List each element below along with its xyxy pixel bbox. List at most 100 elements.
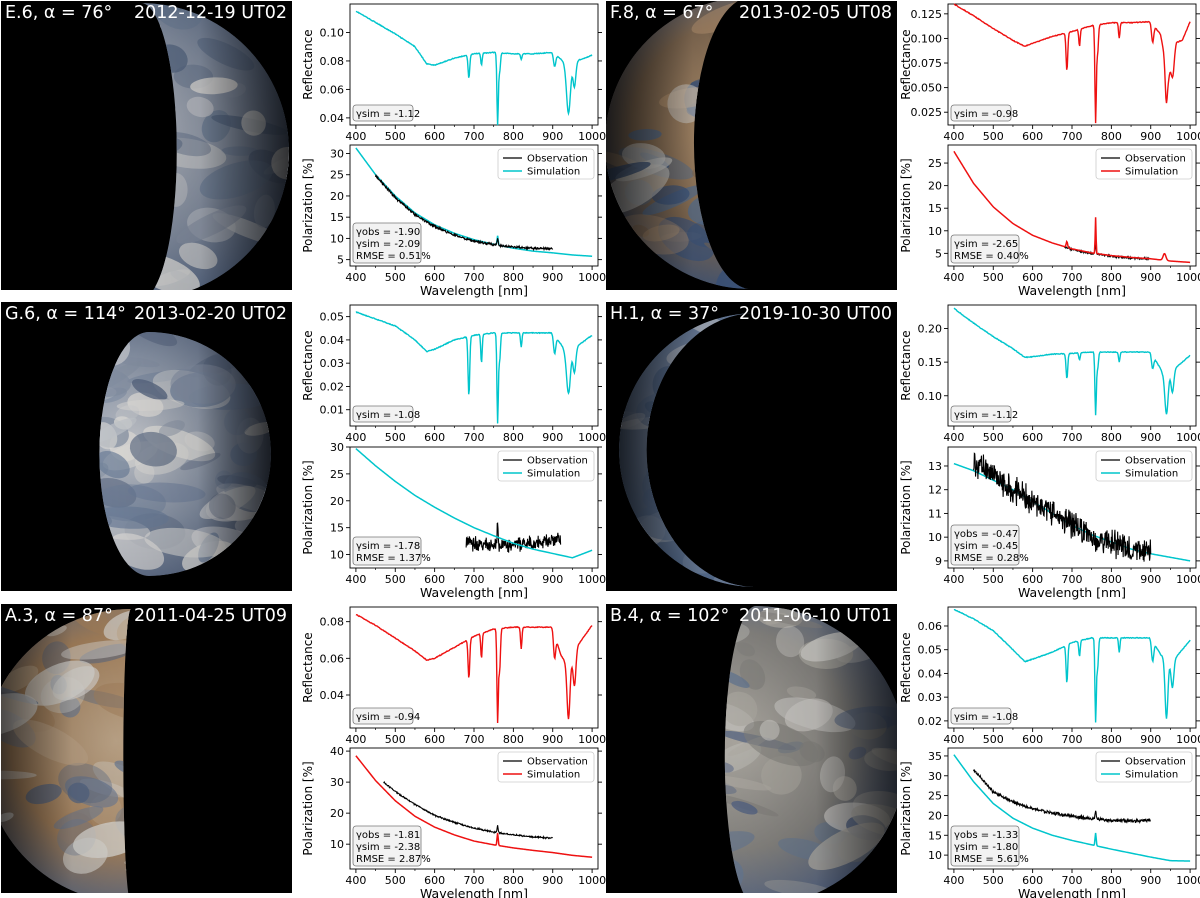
globe-feature [737, 501, 756, 524]
globe-feature [30, 115, 79, 130]
refl-B4-ytick-label: 0.02 [918, 715, 943, 728]
globe-lit-side [606, 606, 897, 893]
globe-feature [654, 495, 696, 512]
pol-A3-frame [349, 747, 599, 870]
globe-feature [145, 667, 179, 701]
pol-G6-xtick-label: 800 [503, 573, 524, 586]
pol-F8-stat-line: γsim = -2.65 [954, 239, 1018, 250]
pol-F8-ylabel: Polarization [%] [899, 158, 913, 252]
panel-date-B4: 2011-06-10 UT01 [738, 606, 892, 626]
pol-H1-legend-obs-label: Observation [1125, 456, 1186, 467]
refl-H1-ytick-label: 0.10 [918, 390, 943, 403]
globe-feature [691, 544, 756, 555]
globe-feature [690, 671, 725, 690]
pol-B4-legend-obs-label: Observation [1125, 757, 1186, 768]
globe-feature [851, 138, 895, 164]
pol-E6-stat-line: RMSE = 0.51% [356, 251, 431, 262]
globe-feature [665, 464, 725, 499]
refl-H1-ylabel: Reflectance [899, 330, 913, 400]
globe-feature [52, 179, 128, 226]
globe-feature [750, 372, 756, 404]
pol-E6-ytick-label: 5 [337, 254, 344, 267]
globe-feature [14, 425, 56, 458]
refl-A3-xtick-label: 500 [385, 733, 406, 746]
refl-F8-xtick-label: 400 [943, 130, 964, 143]
globe-terminator-shade [99, 332, 271, 576]
globe-feature [806, 242, 840, 260]
globe-feature [832, 82, 871, 122]
pol-F8-xtick-label: 800 [1101, 271, 1122, 284]
pol-B4-ytick-label: 20 [928, 809, 942, 822]
refl-B4-xtick-label: 700 [1062, 733, 1083, 746]
globe-feature [41, 431, 64, 451]
globe-feature [23, 502, 100, 568]
globe-feature [796, 362, 838, 386]
globe-feature [761, 387, 812, 439]
pol-E6-ytick-label: 30 [330, 147, 344, 160]
globe-feature [623, 820, 706, 873]
refl-gamma-box-A3 [352, 707, 414, 725]
globe-feature [141, 147, 146, 158]
globe-feature [129, 766, 131, 809]
pol-sim-series-E6 [355, 147, 593, 257]
pol-E6-xtick-label: 500 [385, 271, 406, 284]
pol-E6-xlabel: Wavelength [nm] [420, 283, 528, 298]
pol-F8-legend-obs-label: Observation [1125, 154, 1186, 165]
pol-G6-ytick-label: 20 [330, 495, 344, 508]
globe-feature [693, 511, 711, 525]
pol-A3-xtick-label: 900 [542, 874, 563, 887]
pol-A3-xlabel: Wavelength [nm] [420, 886, 528, 898]
pol-sim-series-B4 [953, 754, 1191, 862]
globe-feature [715, 50, 751, 81]
globe-image-E6: E.6, α = 76° 2012-12-19 UT02 [1, 1, 292, 290]
globe-feature [756, 505, 837, 528]
panel-label-G6: G.6, α = 114° [5, 304, 126, 324]
pol-G6-frame [349, 446, 599, 569]
pol-A3-xtick-label: 1000 [578, 874, 606, 887]
globe-feature [817, 328, 851, 372]
globe-feature [663, 495, 735, 524]
globe-feature [151, 733, 196, 768]
refl-B4-ytick-label: 0.05 [918, 644, 943, 657]
globe-feature [154, 752, 227, 814]
globe-feature [724, 867, 732, 893]
pol-A3-xtick-label: 700 [464, 874, 485, 887]
pol-H1-frame [947, 446, 1197, 569]
globe-feature [39, 234, 111, 266]
globe-feature [701, 527, 755, 553]
refl-E6-xtick-label: 900 [542, 130, 563, 143]
globe-feature [844, 103, 867, 134]
pol-B4-ytick-label: 10 [928, 849, 942, 862]
refl-gamma-A3: γsim = -0.94 [356, 712, 420, 723]
pol-obs-series-F8 [1063, 244, 1151, 262]
globe-feature [707, 181, 734, 218]
globe-feature [786, 242, 831, 283]
pol-H1-xtick-label: 500 [983, 573, 1004, 586]
refl-E6-xtick-label: 600 [424, 130, 445, 143]
pol-H1-ytick-label: 10 [928, 531, 942, 544]
refl-gamma-B4: γsim = -1.08 [954, 712, 1018, 723]
panel-label-A3: A.3, α = 87° [5, 606, 113, 626]
globe-feature [160, 686, 236, 733]
pol-H1-xtick-label: 1000 [1176, 573, 1200, 586]
globe-feature [194, 698, 244, 710]
pol-A3-legend-obs-label: Observation [527, 757, 588, 768]
refl-series-F8 [953, 3, 1191, 124]
pol-E6-xtick-label: 1000 [578, 271, 606, 284]
refl-E6-xtick-label: 700 [464, 130, 485, 143]
refl-F8-ytick-label: 0.125 [911, 8, 943, 21]
globe-feature [749, 258, 751, 288]
refl-series-B4 [953, 608, 1191, 723]
refl-A3-ylabel: Reflectance [301, 632, 315, 702]
globe-feature [15, 107, 79, 153]
globe-feature [606, 726, 634, 748]
pol-E6-xtick-label: 800 [503, 271, 524, 284]
globe-feature [721, 555, 756, 572]
globe-feature [765, 500, 836, 535]
globe-feature [47, 459, 80, 485]
pol-E6-ytick-label: 25 [330, 169, 344, 182]
pol-H1-xtick-label: 600 [1022, 573, 1043, 586]
globe-feature [837, 426, 897, 476]
globe-G6 [14, 332, 272, 576]
globe-feature [845, 193, 874, 222]
